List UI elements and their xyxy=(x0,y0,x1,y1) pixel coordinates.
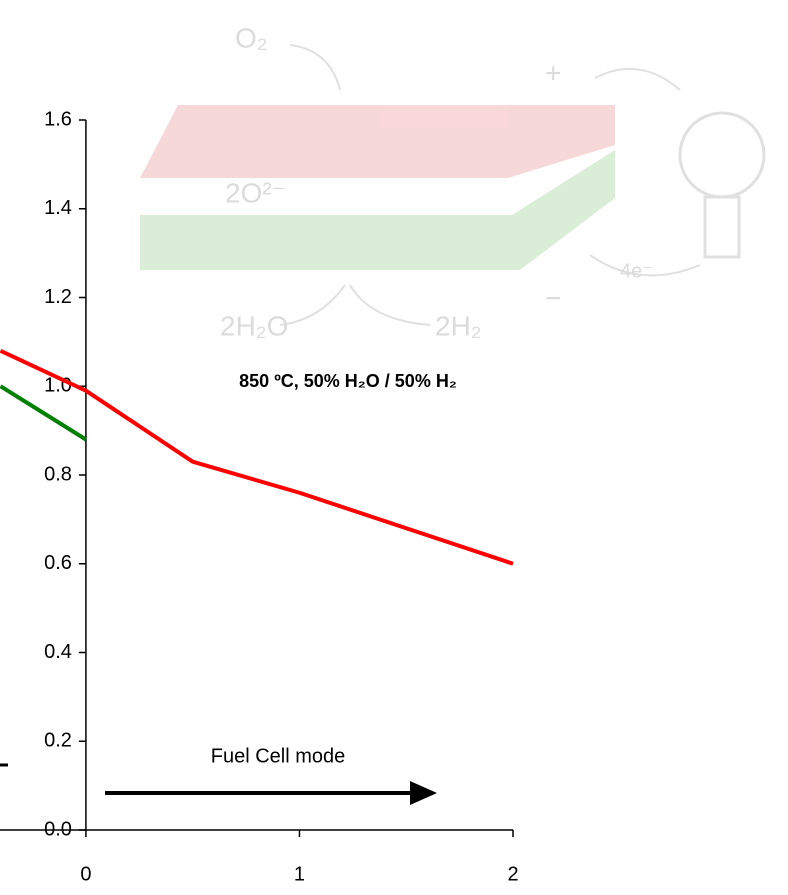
diagram-label: 2O²⁻ xyxy=(225,177,286,208)
flow-arrow xyxy=(349,284,431,326)
flow-arrow xyxy=(279,284,346,326)
y-tick-label: 1.4 xyxy=(44,197,72,219)
series-line xyxy=(0,384,87,442)
diagram-label: O₂ xyxy=(235,22,268,53)
y-tick-label: 0.0 xyxy=(44,818,72,840)
annotation: 850 ºC, 50% H₂O / 50% H₂ xyxy=(239,371,457,391)
y-tick-label: 1.2 xyxy=(44,286,72,308)
y-tick-label: 1.6 xyxy=(44,108,72,130)
series-line xyxy=(0,348,514,566)
diagram-label: − xyxy=(545,282,561,313)
y-tick-label: 0.6 xyxy=(44,552,72,574)
x-tick-label: 2 xyxy=(507,863,518,885)
diagram-label: 2H₂O xyxy=(220,310,288,341)
bulb xyxy=(678,111,766,199)
y-tick-label: 0.2 xyxy=(44,730,72,752)
x-tick-label: 0 xyxy=(80,863,91,885)
cathode-layer xyxy=(140,105,615,178)
mode-arrow-head xyxy=(410,781,437,805)
background-diagram: O₂ 2H₂O 2H₂ 4e⁻ 2O²⁻ + − xyxy=(140,22,766,341)
diagram-label: + xyxy=(545,57,561,88)
y-tick-label: 0.4 xyxy=(44,641,72,663)
mode-label: Fuel Cell mode xyxy=(211,745,346,767)
diagram-label: 2H₂ xyxy=(435,310,482,341)
flow-arrow xyxy=(594,67,681,91)
x-tick-label: 1 xyxy=(294,863,305,885)
diagram-label: 4e⁻ xyxy=(620,260,653,282)
flow-arrow xyxy=(289,44,341,91)
bulb-base xyxy=(703,195,741,259)
flow-arrow xyxy=(589,254,701,277)
y-tick-label: 0.8 xyxy=(44,463,72,485)
anode-layer xyxy=(140,150,615,270)
